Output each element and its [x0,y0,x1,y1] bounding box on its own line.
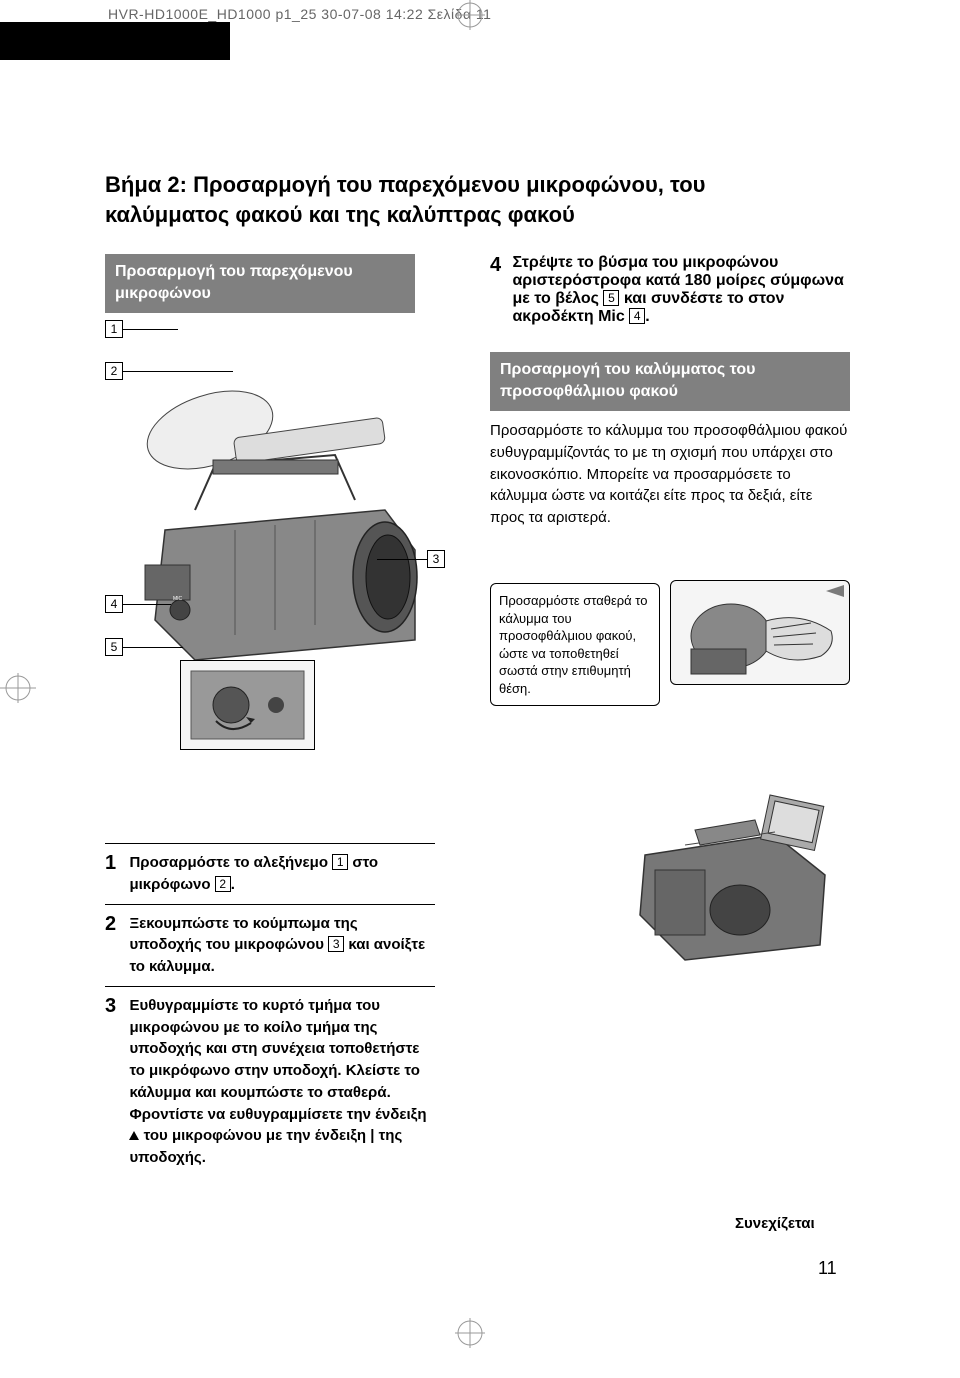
header-meta: HVR-HD1000E_HD1000 p1_25 30-07-08 14:22 … [108,6,491,22]
step-number: 4 [490,254,508,277]
callout-line [377,559,427,560]
callout-line [123,604,171,605]
step-3: 3 Ευθυγραμμίστε το κυρτό τμήμα του μικρο… [105,986,435,1177]
step-number: 1 [105,852,125,875]
step-text: Προσαρμόστε το αλεξήνεμο 1 στο μικρόφωνο… [129,852,429,896]
step-text: Ευθυγραμμίστε το κυρτό τμήμα του μικροφώ… [129,995,429,1169]
inset-jack [180,660,315,750]
crop-mark-bottom [440,1318,500,1378]
black-bar [0,22,230,60]
svg-text:MIC: MIC [173,596,183,602]
section-mic-attach: Προσαρμογή του παρεχόμενου μικροφώνου [105,254,415,313]
step-number: 2 [105,913,125,936]
callout-4: 4 [105,595,123,613]
step-1: 1 Προσαρμόστε το αλεξήνεμο 1 στο μικρόφω… [105,843,435,904]
main-heading: Βήμα 2: Προσαρμογή του παρεχόμενου μικρο… [105,170,785,229]
paragraph-eyepiece: Προσαρμόστε το κάλυμμα του προσοφθάλμιου… [490,420,850,529]
callout-line [123,329,178,330]
ref-1: 1 [332,854,348,870]
triangle-up-icon [129,1131,139,1140]
step-number: 3 [105,995,125,1018]
callout-2: 2 [105,362,123,380]
ref-2: 2 [215,876,231,892]
arrow-icon [826,585,844,597]
callout-line [123,647,183,648]
callout-3: 3 [427,550,445,568]
hand-illustration [670,580,850,685]
step-2: 2 Ξεκουμπώστε το κούμπωμα της υποδοχής τ… [105,904,435,986]
callout-1: 1 [105,320,123,338]
step-text: Στρέψτε το βύσμα του μικροφώνου αριστερό… [512,254,847,326]
callout-line [123,371,233,372]
callout-5: 5 [105,638,123,656]
page-number: 11 [818,1258,837,1279]
ref-5: 5 [603,290,619,306]
ref-3: 3 [328,936,344,952]
crop-mark-top [440,0,500,60]
section-eyepiece: Προσαρμογή του καλύμματος του προσοφθάλμ… [490,352,850,411]
crop-mark-left [0,658,60,718]
step-4: 4 Στρέψτε το βύσμα του μικροφώνου αριστε… [490,254,850,326]
steps-list: 1 Προσαρμόστε το αλεξήνεμο 1 στο μικρόφω… [105,843,435,1177]
ref-4: 4 [629,308,645,324]
tip-box: Προσαρμόστε σταθερά το κάλυμμα του προσο… [490,583,660,706]
camera-diagram: MIC 1 2 3 4 5 [105,320,445,715]
step-text: Ξεκουμπώστε το κούμπωμα της υποδοχής του… [129,913,429,978]
continued-label: Συνεχίζεται [735,1215,815,1232]
camera-rear-illustration [625,775,850,975]
